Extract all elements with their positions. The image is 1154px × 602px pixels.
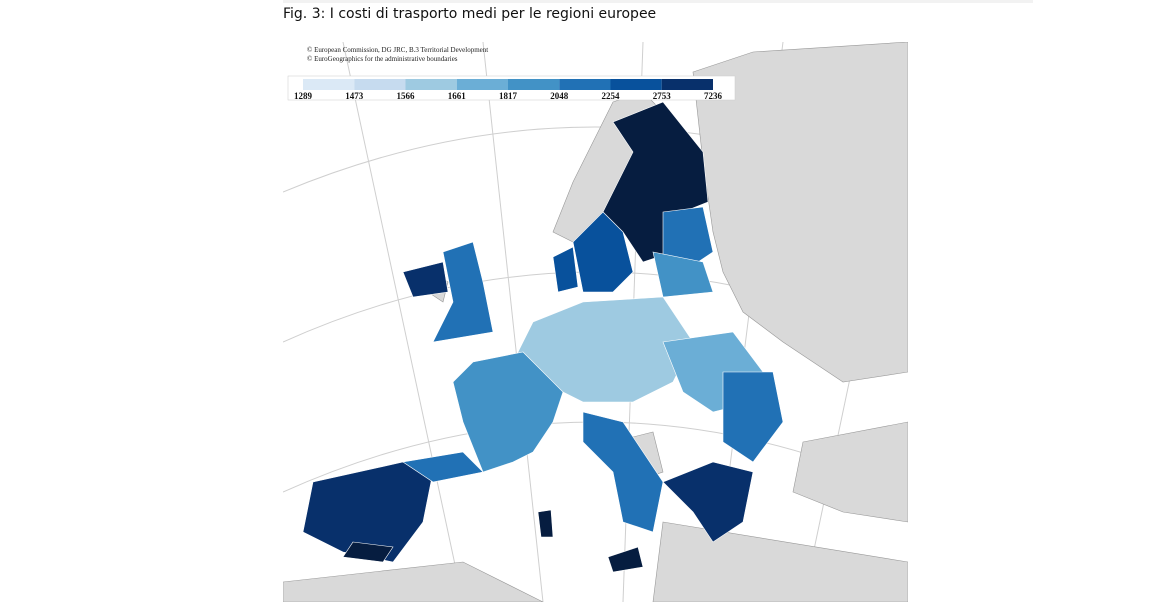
legend-swatch xyxy=(661,79,713,90)
legend-swatch xyxy=(610,79,662,90)
divider xyxy=(283,0,1033,3)
legend-swatch xyxy=(456,79,508,90)
credit: © European Commission, DG JRC, B.3 Terri… xyxy=(307,46,488,54)
non-eu-land xyxy=(283,42,908,602)
figure-caption: Fig. 3: I costi di trasporto medi per le… xyxy=(283,6,657,22)
legend: 1289 1473 1566 1661 1817 2048 2254 2753 7236 xyxy=(294,79,723,101)
credit: © EuroGeographics for the administrative… xyxy=(307,55,458,63)
legend-swatch xyxy=(303,79,355,90)
legend-label: 2048 xyxy=(550,91,569,101)
legend-label: 1661 xyxy=(448,91,467,101)
legend-swatch xyxy=(508,79,560,90)
map: 1289 1473 1566 1661 1817 2048 2254 2753 7236 © E… xyxy=(283,42,908,602)
legend-swatch xyxy=(405,79,457,90)
legend-label: 1566 xyxy=(397,91,416,101)
legend-label: 2254 xyxy=(602,91,621,101)
legend-swatch xyxy=(354,79,406,90)
legend-label: 1817 xyxy=(499,91,518,101)
legend-swatch xyxy=(559,79,611,90)
legend-label: 7236 xyxy=(704,91,723,101)
eu-regions xyxy=(302,101,784,573)
legend-label: 1473 xyxy=(345,91,364,101)
legend-label: 2753 xyxy=(653,91,672,101)
legend-label: 1289 xyxy=(294,91,313,101)
